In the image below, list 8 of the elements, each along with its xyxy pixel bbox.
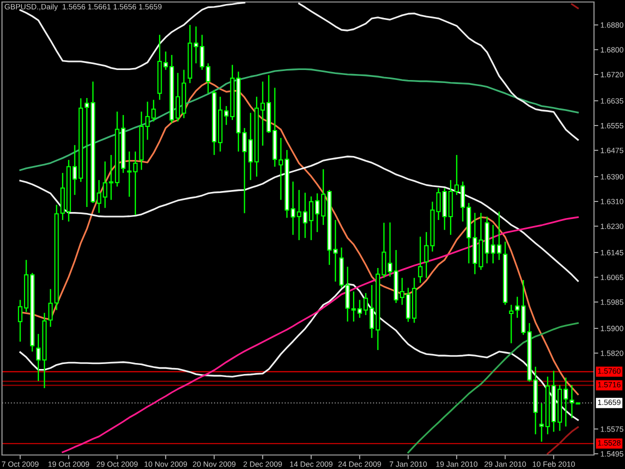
line-series (546, 426, 579, 455)
line-series (407, 322, 579, 454)
candlestick (418, 236, 423, 284)
line-series (62, 216, 579, 454)
line-series (19, 68, 579, 171)
line-series (19, 156, 579, 282)
candlestick (508, 304, 514, 344)
line-series (19, 283, 579, 421)
